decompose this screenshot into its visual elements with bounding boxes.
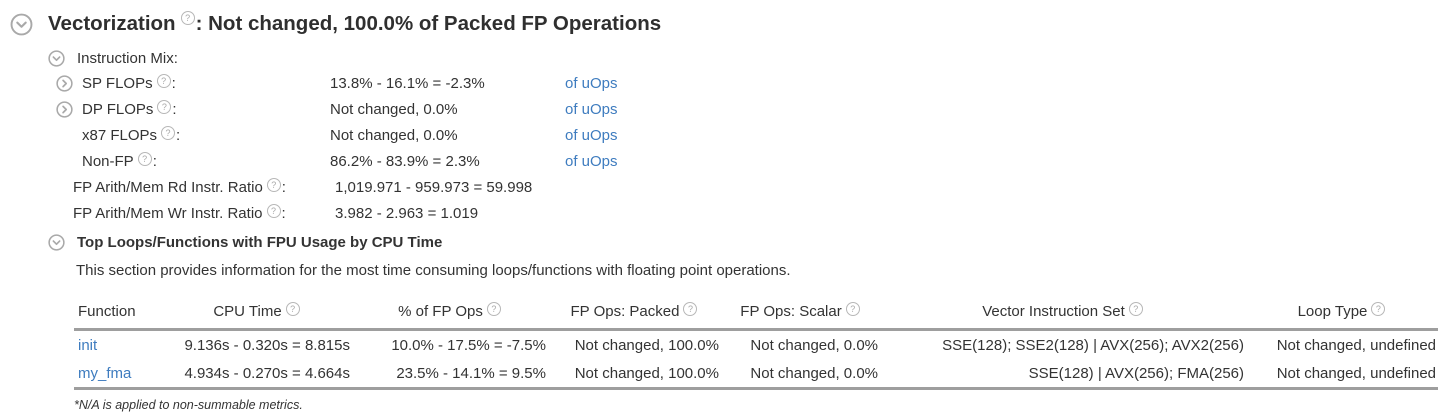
pct-fp-ops-cell: 23.5% - 14.1% = 9.5% xyxy=(352,359,548,390)
help-icon[interactable] xyxy=(1371,302,1386,316)
column-header-cpu-time: CPU Time xyxy=(162,300,352,331)
fp-arith-mem-wr-ratio-value: 3.982 - 2.963 = 1.019 xyxy=(335,204,479,222)
fp-arith-mem-rd-ratio-label: FP Arith/Mem Rd Instr. Ratio: xyxy=(73,177,335,196)
help-icon[interactable] xyxy=(285,302,300,316)
table-footnote: *N/A is applied to non-summable metrics. xyxy=(74,398,303,412)
icon-slot xyxy=(56,100,82,118)
top-loops-header: Top Loops/Functions with FPU Usage by CP… xyxy=(48,230,1442,254)
expand-sp-flops-icon[interactable] xyxy=(56,74,73,92)
page-title-summary: : Not changed, 100.0% of Packed FP Opera… xyxy=(195,12,662,35)
dp-flops-label: DP FLOPs: xyxy=(82,99,330,118)
expand-dp-flops-icon[interactable] xyxy=(56,100,73,118)
non-fp-value: 86.2% - 83.9% = 2.3% xyxy=(330,152,480,170)
dp-flops-of-uops-link[interactable]: of uOps xyxy=(565,100,618,118)
fp-ops-packed-cell: Not changed, 100.0% xyxy=(574,336,719,354)
fpu-usage-table: Function CPU Time % of FP Ops FP Ops: Pa… xyxy=(74,300,1438,390)
table-header-row: Function CPU Time % of FP Ops FP Ops: Pa… xyxy=(74,300,1438,331)
sp-flops-row: SP FLOPs: 13.8% - 16.1% = -2.3% of uOps xyxy=(56,70,1442,96)
page-title-name: Vectorization xyxy=(48,12,176,35)
instruction-mix-label: Instruction Mix: xyxy=(77,49,178,67)
non-fp-label: Non-FP: xyxy=(82,151,330,170)
fp-arith-mem-rd-ratio-row: FP Arith/Mem Rd Instr. Ratio: 1,019.971 … xyxy=(73,174,1442,200)
help-icon[interactable] xyxy=(161,125,176,140)
loop-type-cell: Not changed, undefined xyxy=(1276,336,1436,354)
sp-flops-label: SP FLOPs: xyxy=(82,73,330,92)
non-fp-of-uops-link[interactable]: of uOps xyxy=(565,152,618,170)
vector-instruction-set-cell: SSE(128); SSE2(128) | AVX(256); AVX2(256… xyxy=(942,336,1244,354)
vector-instruction-set-cell: SSE(128) | AVX(256); FMA(256) xyxy=(880,359,1246,390)
help-icon[interactable] xyxy=(137,151,152,166)
instruction-mix-header: Instruction Mix: xyxy=(48,46,1442,70)
collapse-section-icon[interactable] xyxy=(10,13,33,36)
fp-ops-packed-cell: Not changed, 100.0% xyxy=(548,359,721,390)
dp-flops-value: Not changed, 0.0% xyxy=(330,100,458,118)
function-link-my-fma[interactable]: my_fma xyxy=(78,364,132,382)
x87-flops-of-uops-link[interactable]: of uOps xyxy=(565,126,618,144)
collapse-instruction-mix-icon[interactable] xyxy=(48,49,65,67)
column-header-fp-ops-scalar: FP Ops: Scalar xyxy=(721,300,880,331)
fp-arith-mem-rd-ratio-value: 1,019.971 - 959.973 = 59.998 xyxy=(335,178,533,196)
help-icon[interactable] xyxy=(157,99,172,114)
collapse-top-loops-icon[interactable] xyxy=(48,233,65,251)
top-loops-title: Top Loops/Functions with FPU Usage by CP… xyxy=(77,233,443,251)
column-header-fp-ops-packed: FP Ops: Packed xyxy=(548,300,721,331)
pct-fp-ops-cell: 10.0% - 17.5% = -7.5% xyxy=(391,336,546,354)
column-header-loop-type: Loop Type xyxy=(1246,300,1438,331)
column-header-vector-instruction-set: Vector Instruction Set xyxy=(880,300,1246,331)
table-row: my_fma 4.934s - 0.270s = 4.664s 23.5% - … xyxy=(74,359,1438,390)
non-fp-row: Non-FP: 86.2% - 83.9% = 2.3% of uOps xyxy=(56,148,1442,174)
fp-arith-mem-wr-ratio-label: FP Arith/Mem Wr Instr. Ratio: xyxy=(73,203,335,222)
sp-flops-value: 13.8% - 16.1% = -2.3% xyxy=(330,74,485,92)
help-icon[interactable] xyxy=(180,11,195,25)
help-icon[interactable] xyxy=(266,177,281,192)
top-loops-description: This section provides information for th… xyxy=(76,262,791,279)
help-icon[interactable] xyxy=(845,302,860,316)
column-header-function: Function xyxy=(74,300,162,331)
vectorization-header: Vectorization : Not changed, 100.0% of Pa… xyxy=(0,0,1442,36)
cpu-time-cell: 4.934s - 0.270s = 4.664s xyxy=(162,359,352,390)
fp-ops-scalar-cell: Not changed, 0.0% xyxy=(750,336,878,354)
table-row: init 9.136s - 0.320s = 8.815s 10.0% - 17… xyxy=(74,330,1438,360)
function-link-init[interactable]: init xyxy=(78,336,98,354)
help-icon[interactable] xyxy=(156,73,171,88)
loop-type-cell: Not changed, undefined xyxy=(1246,359,1438,390)
cpu-time-cell: 9.136s - 0.320s = 8.815s xyxy=(184,336,350,354)
x87-flops-row: x87 FLOPs: Not changed, 0.0% of uOps xyxy=(56,122,1442,148)
help-icon[interactable] xyxy=(1128,302,1143,316)
x87-flops-label: x87 FLOPs: xyxy=(82,125,330,144)
sp-flops-of-uops-link[interactable]: of uOps xyxy=(565,74,618,92)
help-icon[interactable] xyxy=(683,302,698,316)
x87-flops-value: Not changed, 0.0% xyxy=(330,126,458,144)
column-header-pct-fp-ops: % of FP Ops xyxy=(352,300,548,331)
help-icon[interactable] xyxy=(266,203,281,218)
dp-flops-row: DP FLOPs: Not changed, 0.0% of uOps xyxy=(56,96,1442,122)
page-title: Vectorization : Not changed, 100.0% of Pa… xyxy=(48,11,662,36)
help-icon[interactable] xyxy=(486,302,501,316)
fp-ops-scalar-cell: Not changed, 0.0% xyxy=(721,359,880,390)
icon-slot xyxy=(56,74,82,92)
fp-arith-mem-wr-ratio-row: FP Arith/Mem Wr Instr. Ratio: 3.982 - 2.… xyxy=(73,200,1442,226)
